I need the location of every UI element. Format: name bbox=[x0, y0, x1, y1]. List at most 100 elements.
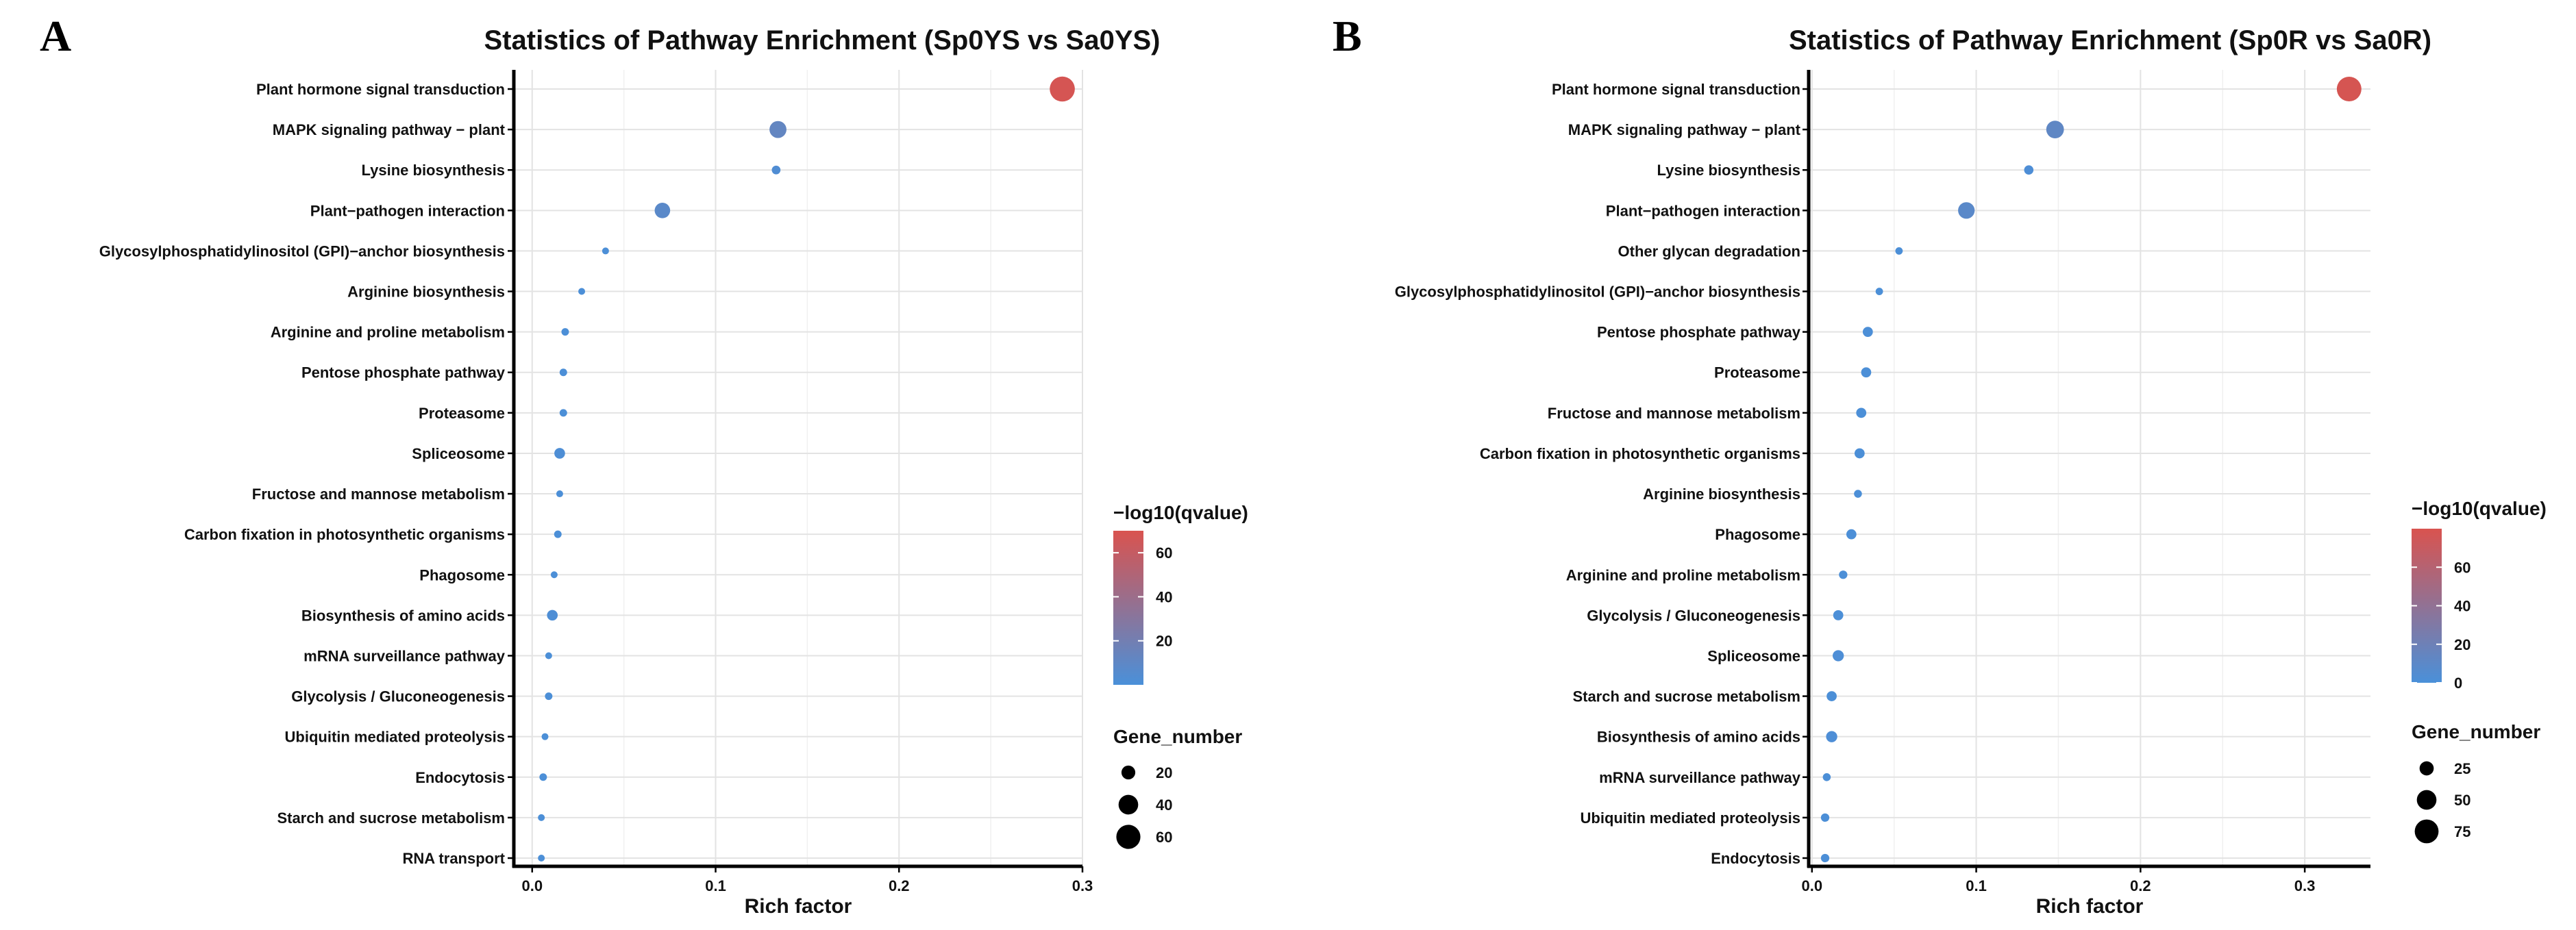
category-label: Lysine biosynthesis bbox=[1657, 162, 1800, 179]
size-legend-dot bbox=[2419, 761, 2434, 776]
data-point bbox=[538, 814, 545, 821]
category-label: MAPK signaling pathway − plant bbox=[273, 121, 506, 138]
color-legend-label: 40 bbox=[1156, 588, 1172, 605]
x-tick-label: 0.2 bbox=[889, 877, 910, 894]
category-label: Ubiquitin mediated proteolysis bbox=[285, 729, 505, 746]
category-label: Plant hormone signal transduction bbox=[256, 81, 505, 98]
category-label: Lysine biosynthesis bbox=[362, 162, 505, 179]
category-label: Endocytosis bbox=[1711, 850, 1800, 867]
data-point bbox=[1820, 813, 1830, 822]
category-label: Spliceosome bbox=[1707, 647, 1800, 664]
size-legend-dot bbox=[1118, 794, 1139, 815]
data-point bbox=[1822, 772, 1831, 781]
x-tick-label: 0.3 bbox=[2294, 877, 2316, 894]
color-legend-label: 20 bbox=[1156, 633, 1172, 650]
size-legend-dot bbox=[1116, 825, 1141, 849]
size-legend-label: 60 bbox=[1156, 829, 1172, 846]
category-label: Glycosylphosphatidylinositol (GPI)−ancho… bbox=[1395, 284, 1800, 301]
x-tick-label: 0.0 bbox=[1801, 877, 1822, 894]
data-point bbox=[559, 368, 567, 377]
data-point bbox=[1832, 650, 1844, 662]
category-label: Proteasome bbox=[1714, 364, 1800, 381]
data-point bbox=[602, 247, 609, 255]
category-label: Phagosome bbox=[1715, 526, 1800, 543]
data-point bbox=[1958, 202, 1975, 219]
category-label: Plant hormone signal transduction bbox=[1552, 81, 1800, 98]
category-label: Fructose and mannose metabolism bbox=[252, 486, 505, 503]
category-label: mRNA surveillance pathway bbox=[1599, 769, 1801, 786]
category-label: Glycolysis / Gluconeogenesis bbox=[291, 688, 505, 705]
category-label: mRNA surveillance pathway bbox=[304, 647, 506, 664]
category-label: Phagosome bbox=[419, 566, 505, 583]
data-point bbox=[539, 773, 547, 781]
color-bar bbox=[1113, 531, 1143, 685]
x-tick-label: 0.1 bbox=[705, 877, 726, 894]
category-label: Carbon fixation in photosynthetic organi… bbox=[184, 526, 505, 543]
data-point bbox=[1839, 570, 1848, 579]
color-legend-title: −log10(qvalue) bbox=[2412, 498, 2547, 519]
category-label: Plant−pathogen interaction bbox=[310, 202, 505, 219]
size-legend-label: 20 bbox=[1156, 764, 1172, 781]
size-legend-label: 40 bbox=[1156, 796, 1172, 814]
category-label: Arginine and proline metabolism bbox=[1566, 566, 1800, 583]
data-point bbox=[654, 203, 671, 218]
data-point bbox=[554, 530, 562, 538]
x-tick-label: 0.3 bbox=[1072, 877, 1093, 894]
data-point bbox=[1826, 691, 1837, 701]
data-point bbox=[545, 692, 553, 701]
color-legend-label: 0 bbox=[2454, 675, 2462, 692]
data-point bbox=[1861, 367, 1872, 378]
color-legend-label: 60 bbox=[2454, 559, 2470, 576]
data-point bbox=[769, 121, 787, 138]
chart-title: Statistics of Pathway Enrichment (Sp0R v… bbox=[1789, 25, 2431, 55]
category-label: Pentose phosphate pathway bbox=[1597, 324, 1801, 341]
category-label: Starch and sucrose metabolism bbox=[1572, 688, 1800, 705]
data-point bbox=[1820, 853, 1830, 863]
size-legend-label: 25 bbox=[2454, 760, 2470, 777]
category-label: Proteasome bbox=[419, 405, 505, 422]
data-point bbox=[545, 652, 552, 659]
data-point bbox=[1050, 76, 1075, 102]
size-legend-dot bbox=[2414, 819, 2439, 844]
x-tick-label: 0.2 bbox=[2130, 877, 2151, 894]
category-label: MAPK signaling pathway − plant bbox=[1568, 121, 1801, 138]
data-point bbox=[1856, 407, 1867, 418]
category-label: Biosynthesis of amino acids bbox=[1597, 729, 1800, 746]
size-legend-label: 50 bbox=[2454, 792, 2470, 809]
x-tick-label: 0.1 bbox=[1966, 877, 1987, 894]
color-legend-label: 20 bbox=[2454, 636, 2470, 653]
data-point bbox=[554, 448, 565, 459]
data-point bbox=[2024, 165, 2034, 175]
size-legend-label: 75 bbox=[2454, 823, 2470, 840]
category-label: Pentose phosphate pathway bbox=[301, 364, 506, 381]
category-label: Glycosylphosphatidylinositol (GPI)−ancho… bbox=[99, 242, 505, 260]
data-point bbox=[1875, 288, 1883, 295]
data-point bbox=[2046, 121, 2064, 138]
data-point bbox=[1833, 609, 1844, 620]
category-label: Spliceosome bbox=[412, 445, 505, 462]
size-legend-dot bbox=[2416, 790, 2437, 810]
data-point bbox=[550, 571, 558, 579]
data-point bbox=[1854, 448, 1865, 459]
data-point bbox=[1862, 327, 1873, 338]
x-axis-title: Rich factor bbox=[745, 895, 852, 918]
data-point bbox=[578, 288, 586, 295]
category-label: Other glycan degradation bbox=[1618, 242, 1801, 260]
category-label: RNA transport bbox=[402, 850, 505, 867]
category-label: Arginine biosynthesis bbox=[1643, 486, 1800, 503]
category-label: Arginine biosynthesis bbox=[347, 284, 505, 301]
data-point bbox=[1846, 529, 1857, 540]
x-tick-label: 0.0 bbox=[521, 877, 543, 894]
data-point bbox=[556, 490, 563, 498]
chart-title: Statistics of Pathway Enrichment (Sp0YS … bbox=[484, 25, 1161, 55]
category-label: Biosynthesis of amino acids bbox=[301, 607, 505, 624]
data-point bbox=[541, 733, 549, 740]
color-legend-label: 40 bbox=[2454, 598, 2470, 615]
category-label: Glycolysis / Gluconeogenesis bbox=[1587, 607, 1800, 624]
size-legend-title: Gene_number bbox=[1113, 726, 1242, 747]
category-label: Carbon fixation in photosynthetic organi… bbox=[1480, 445, 1800, 462]
x-axis-title: Rich factor bbox=[2036, 895, 2144, 918]
category-label: Arginine and proline metabolism bbox=[271, 324, 505, 341]
